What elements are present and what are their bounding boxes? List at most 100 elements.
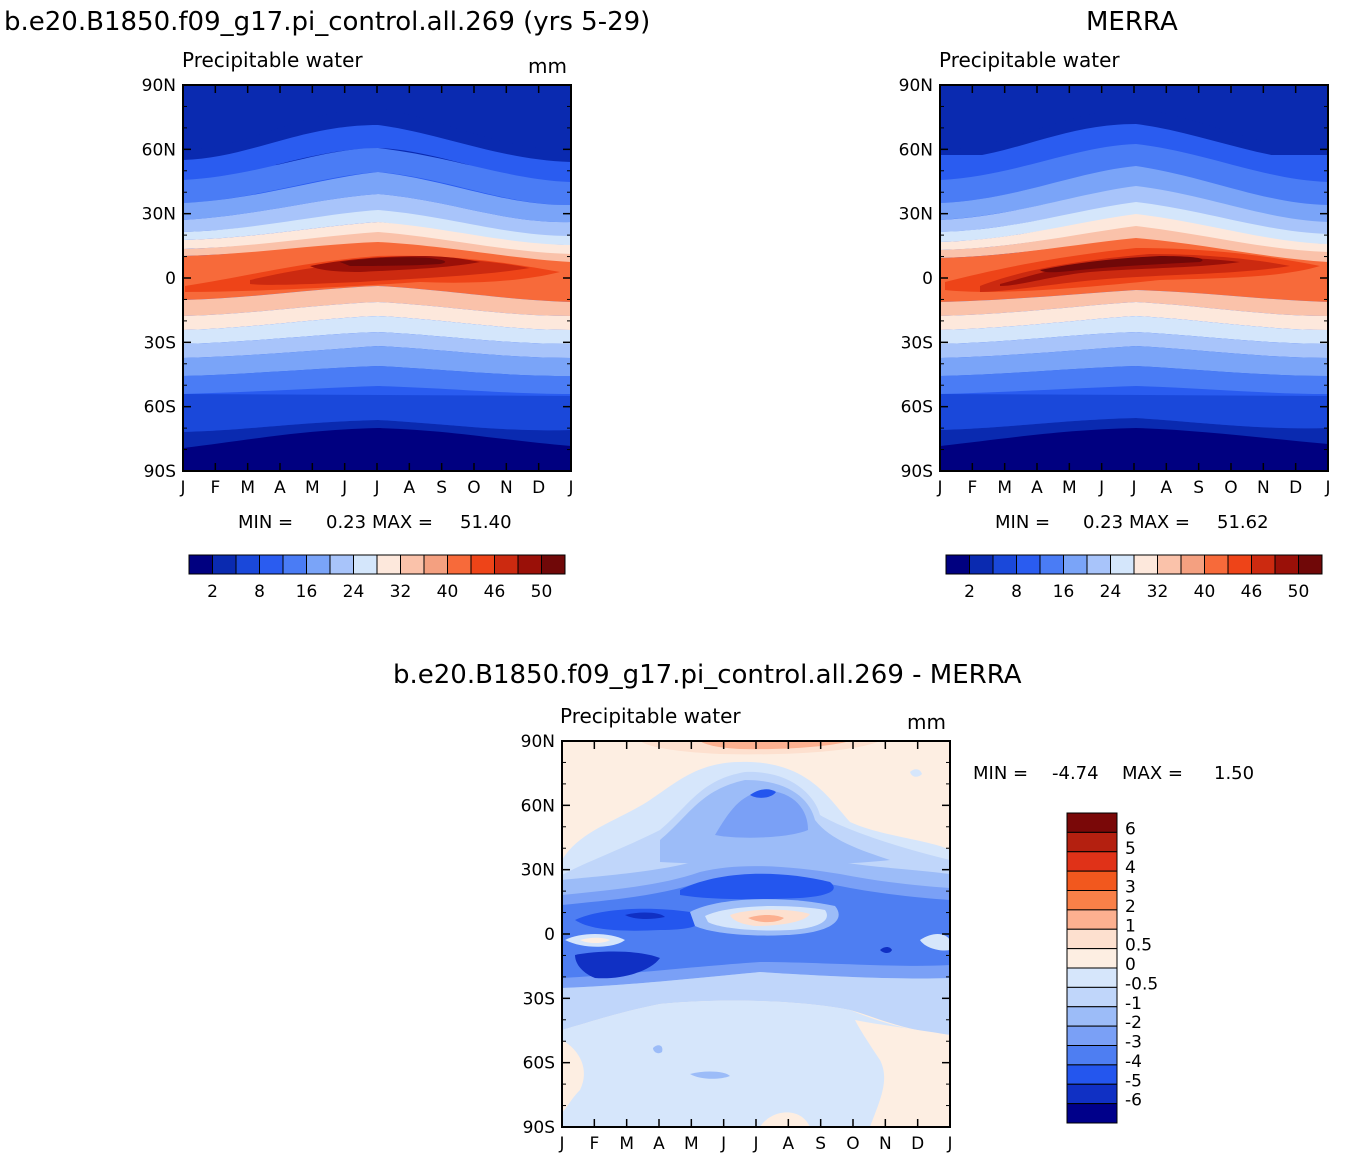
x-tick-label: J	[1130, 478, 1136, 498]
colorbar-label: -5	[1125, 1071, 1142, 1091]
colorbar-swatch	[1066, 1025, 1118, 1046]
diff-min-label: MIN =	[973, 763, 1028, 784]
y-tick-label: 60N	[521, 796, 555, 816]
colorbar-swatch	[282, 554, 307, 575]
model-field	[183, 85, 571, 471]
x-tick-label: A	[1031, 478, 1043, 498]
x-tick-label: F	[967, 478, 977, 498]
merra-colorbar: 2 8 16 24 32 40 46 50	[945, 554, 1323, 602]
merra-title: MERRA	[1086, 7, 1178, 37]
colorbar-label: -0.5	[1125, 974, 1158, 994]
colorbar-swatch	[1066, 909, 1118, 930]
colorbar-label: 6	[1125, 819, 1136, 839]
colorbar-swatch	[1066, 890, 1118, 911]
colorbar-label: 32	[1147, 582, 1169, 602]
x-tick-label: J	[1324, 478, 1330, 498]
x-tick-label: O	[846, 1134, 859, 1154]
y-tick-label: 60S	[523, 1054, 555, 1074]
colorbar-label: 46	[484, 582, 506, 602]
colorbar-swatch	[1066, 1103, 1118, 1124]
colorbar-swatch	[259, 554, 284, 575]
merra-max-value: 51.62	[1217, 512, 1269, 533]
colorbar-swatch	[969, 554, 994, 575]
merra-min-label: MIN =	[995, 512, 1050, 533]
colorbar-label: 40	[437, 582, 459, 602]
merra-field	[940, 85, 1328, 471]
colorbar-label: 2	[964, 582, 975, 602]
x-tick-label: N	[1257, 478, 1270, 498]
colorbar-swatch	[1066, 851, 1118, 872]
y-tick-label: 90S	[523, 1118, 555, 1138]
model-subtitle: Precipitable water	[182, 48, 363, 72]
x-tick-label: A	[783, 1134, 795, 1154]
colorbar-swatch	[1066, 1006, 1118, 1027]
colorbar-swatch	[353, 554, 378, 575]
colorbar-label: 0.5	[1125, 936, 1152, 956]
colorbar-swatch	[1251, 554, 1276, 575]
colorbar-swatch	[447, 554, 472, 575]
colorbar-label: -1	[1125, 994, 1142, 1014]
colorbar-label: 50	[531, 582, 553, 602]
colorbar-label: 2	[1125, 897, 1136, 917]
y-tick-label: 60S	[901, 398, 933, 418]
colorbar-swatch	[494, 554, 519, 575]
x-tick-label: J	[752, 1134, 758, 1154]
colorbar-swatch	[992, 554, 1017, 575]
colorbar-label: 1	[1125, 916, 1136, 936]
x-tick-label: O	[467, 478, 480, 498]
colorbar-label: 16	[296, 582, 318, 602]
x-tick-label: J	[179, 478, 185, 498]
model-colorbar: 2 8 16 24 32 40 46 50	[188, 554, 566, 602]
colorbar-swatch	[1066, 928, 1118, 950]
colorbar-label: 46	[1241, 582, 1263, 602]
colorbar-swatch	[1274, 554, 1299, 575]
colorbar-label: 4	[1125, 858, 1136, 878]
diff-max-label: MAX =	[1122, 763, 1183, 784]
colorbar-label: 50	[1288, 582, 1310, 602]
colorbar-swatch	[1066, 1045, 1118, 1066]
colorbar-swatch	[329, 554, 354, 575]
x-tick-label: M	[684, 1134, 699, 1154]
colorbar-swatch	[1086, 554, 1111, 575]
colorbar-swatch	[1066, 812, 1118, 833]
colorbar-swatch	[1039, 554, 1064, 575]
panel-merra: MERRA Precipitable water	[899, 7, 1331, 602]
merra-min-value: 0.23	[1083, 512, 1123, 533]
x-tick-label: S	[1193, 478, 1204, 498]
y-tick-label: 60N	[899, 140, 933, 160]
x-tick-label: S	[436, 478, 447, 498]
x-tick-label: J	[946, 1134, 952, 1154]
colorbar-label: -3	[1125, 1033, 1142, 1053]
diff-subtitle: Precipitable water	[560, 704, 741, 728]
colorbar-label: 8	[254, 582, 265, 602]
colorbar-swatch	[541, 554, 566, 575]
merra-max-label: MAX =	[1129, 512, 1190, 533]
y-tick-label: 90S	[901, 462, 933, 482]
x-tick-label: A	[274, 478, 286, 498]
x-tick-label: J	[558, 1134, 564, 1154]
diff-field	[562, 741, 950, 1127]
x-tick-label: N	[879, 1134, 892, 1154]
panel-model: b.e20.B1850.f09_g17.pi_control.all.269 (…	[4, 7, 650, 602]
merra-subtitle: Precipitable water	[939, 48, 1120, 72]
model-max-label: MAX =	[372, 512, 433, 533]
colorbar-swatch	[212, 554, 237, 575]
colorbar-swatch	[1110, 554, 1135, 575]
x-tick-label: D	[1289, 478, 1302, 498]
colorbar-label: 3	[1125, 878, 1136, 898]
colorbar-swatch	[470, 554, 495, 575]
y-tick-label: 90N	[142, 76, 176, 96]
colorbar-label: 24	[343, 582, 365, 602]
panel-difference: b.e20.B1850.f09_g17.pi_control.all.269 -…	[393, 660, 1254, 1154]
y-tick-label: 60S	[144, 398, 176, 418]
colorbar-label: 0	[1125, 955, 1136, 975]
colorbar-swatch	[400, 554, 425, 575]
x-tick-label: A	[404, 478, 416, 498]
y-tick-label: 0	[922, 269, 933, 289]
y-tick-label: 60N	[142, 140, 176, 160]
y-tick-label: 30N	[899, 205, 933, 225]
y-tick-label: 90S	[144, 462, 176, 482]
diff-units: mm	[907, 710, 946, 734]
model-min-label: MIN =	[238, 512, 293, 533]
